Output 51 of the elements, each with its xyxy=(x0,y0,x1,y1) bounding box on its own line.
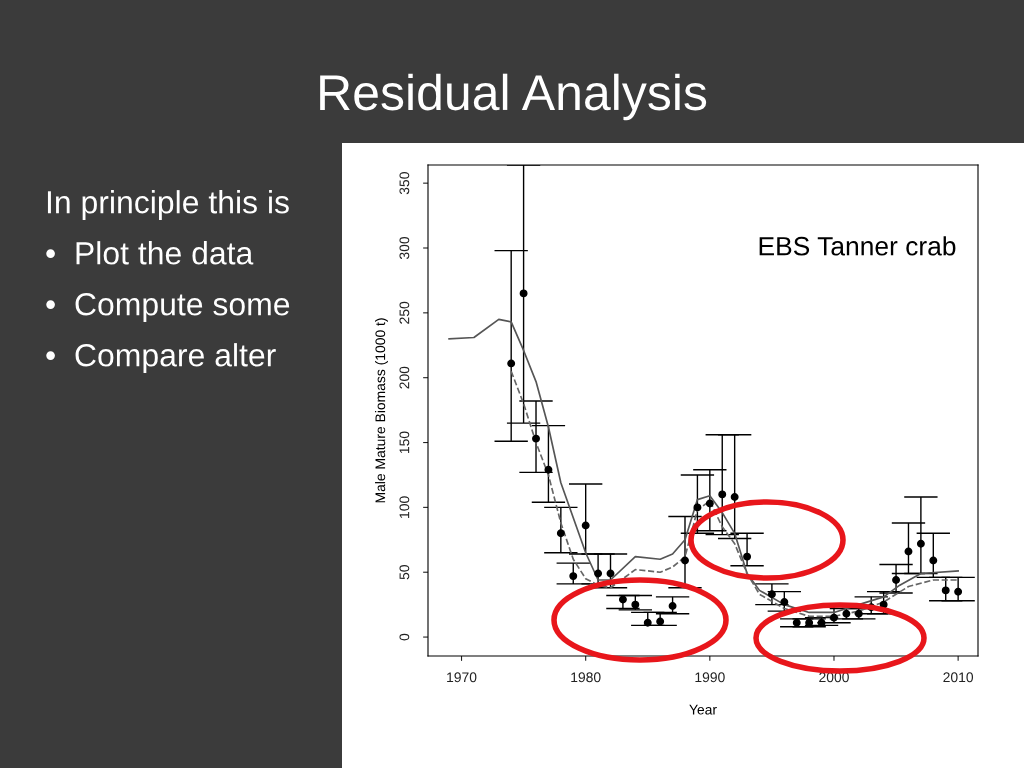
point xyxy=(954,587,963,596)
point xyxy=(941,586,950,595)
y-tick-label: 100 xyxy=(399,496,410,518)
point xyxy=(618,595,627,604)
point xyxy=(693,503,702,512)
point xyxy=(631,600,640,609)
point xyxy=(904,547,913,556)
point xyxy=(767,590,776,599)
x-axis-title: Year xyxy=(689,704,717,715)
y-tick-label: 350 xyxy=(399,172,410,195)
y-tick-label: 0 xyxy=(399,633,410,641)
x-tick-label: 1970 xyxy=(447,672,477,683)
y-tick-label: 250 xyxy=(399,301,410,324)
point xyxy=(544,465,553,474)
x-tick-label: 1990 xyxy=(695,672,725,683)
point xyxy=(532,434,540,443)
y-tick-label: 150 xyxy=(399,431,410,454)
point xyxy=(916,539,925,548)
text: • Compare alter xyxy=(46,343,276,373)
point xyxy=(681,556,689,565)
chart-title: Residual Analysis xyxy=(320,73,707,121)
point xyxy=(519,289,528,298)
point xyxy=(668,601,677,610)
y-tick-label: 300 xyxy=(399,236,410,260)
point xyxy=(929,556,938,565)
point xyxy=(594,569,603,578)
text: • Plot the data xyxy=(46,241,254,265)
point xyxy=(830,613,838,622)
point xyxy=(556,529,565,538)
point xyxy=(705,499,714,508)
point xyxy=(854,609,863,618)
point xyxy=(507,359,516,368)
point xyxy=(656,617,665,626)
point xyxy=(780,598,789,607)
x-tick-label: 2010 xyxy=(943,672,974,683)
point xyxy=(743,552,752,561)
text: • Compute some xyxy=(46,292,290,322)
text: In principle this is xyxy=(47,190,289,220)
y-axis-title: Male Mature Biomass (1000 t) xyxy=(375,318,388,503)
point xyxy=(581,521,590,530)
annotation: EBS Tanner crab xyxy=(759,236,956,256)
point xyxy=(792,618,801,627)
point xyxy=(606,569,615,578)
y-tick-label: 200 xyxy=(399,366,410,389)
point xyxy=(892,576,901,584)
point xyxy=(718,490,727,499)
point xyxy=(730,493,739,501)
x-tick-label: 1980 xyxy=(571,672,601,683)
point xyxy=(643,618,652,627)
point xyxy=(569,572,578,581)
y-tick-label: 50 xyxy=(399,565,410,580)
